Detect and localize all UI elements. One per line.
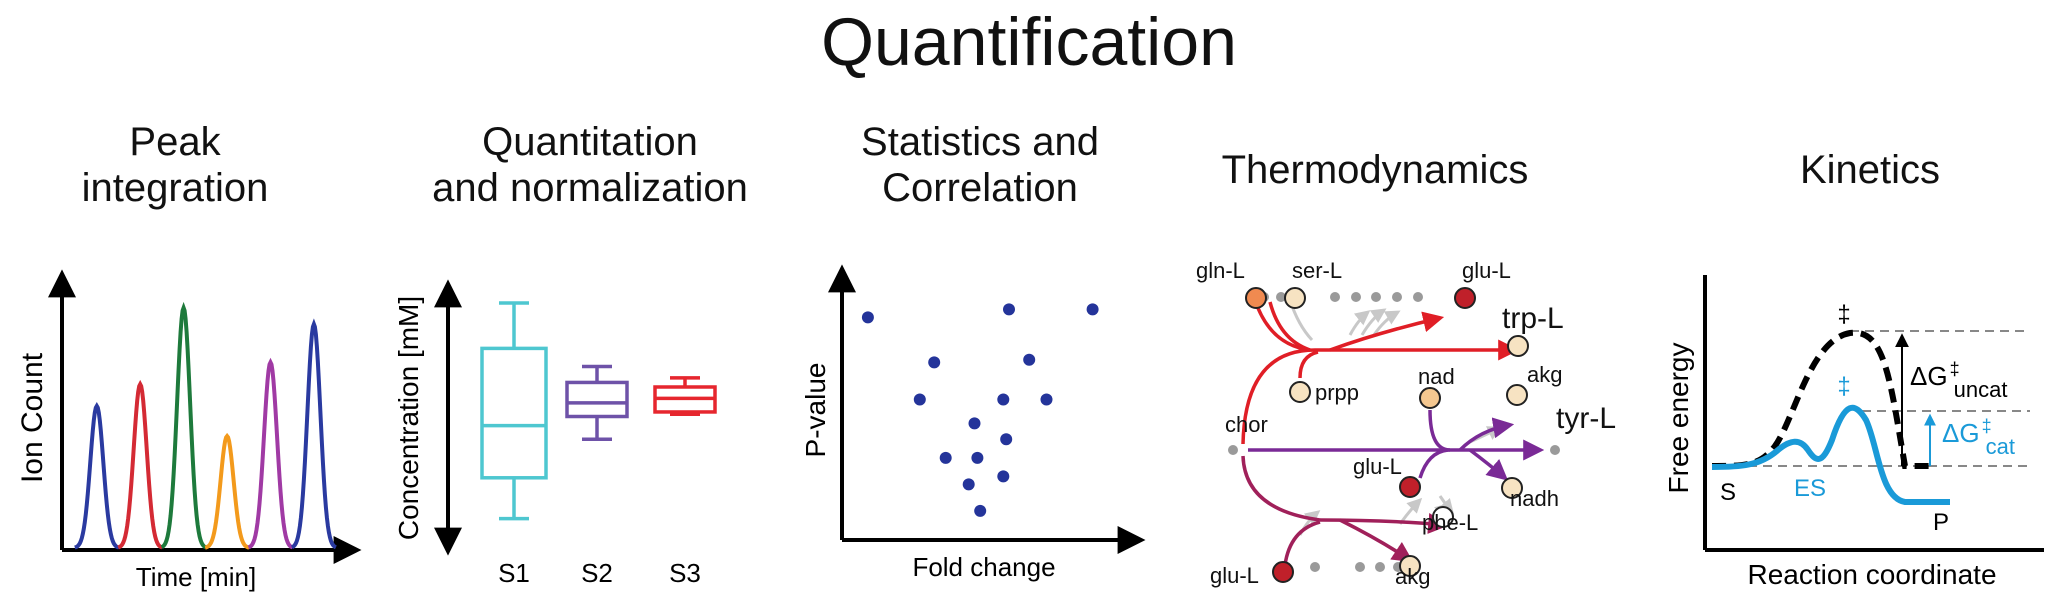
quant-title: Quantitation and normalization: [432, 120, 748, 210]
box-plot-s2: [565, 364, 629, 441]
metabolite-glu-l-mid: [1399, 476, 1421, 498]
kinetics-reference-lines: [1718, 330, 2030, 467]
peak-curve-5: [247, 357, 294, 550]
peak-y-label: Ion Count: [16, 352, 49, 483]
metabolite-trp-l-co: [1507, 335, 1529, 357]
quant-y-label: Concentration [mM]: [393, 296, 424, 540]
kinetics-title: Kinetics: [1799, 148, 1941, 192]
peak-x-label: Time [min]: [136, 562, 256, 592]
quant-panel: Concentration [mM] S1 S2 S3: [393, 279, 717, 588]
scatter-point-8: [1040, 393, 1053, 406]
peak-curve-4: [204, 432, 250, 550]
peak-curves: [74, 301, 337, 550]
label-s: S: [1720, 479, 1736, 506]
delta-cat-label: ΔG ‡ cat: [1942, 416, 2015, 459]
kinetics-y-label: Free energy: [1663, 343, 1694, 494]
stats-x-label: Fold change: [912, 552, 1055, 582]
stats-title: Statistics and Correlation: [861, 120, 1099, 210]
dagger-cat: ‡: [1837, 373, 1850, 400]
label-trp-l: trp-L: [1502, 302, 1564, 335]
label-prpp: prpp: [1315, 380, 1359, 405]
thermo-red-path: [1241, 299, 1520, 445]
scatter-point-6: [913, 393, 926, 406]
label-chor: chor: [1225, 412, 1268, 437]
label-glu-l-bottom: glu-L: [1210, 563, 1259, 588]
box-plot-s1: [480, 301, 548, 521]
stats-y-label: P-value: [800, 363, 831, 458]
thermo-title: Thermodynamics: [1221, 148, 1529, 192]
peak-curve-3: [160, 301, 207, 549]
metabolite-phe-l: [1432, 506, 1454, 528]
metabolite-gln-l: [1245, 287, 1267, 309]
label-p: P: [1933, 509, 1949, 536]
thermo-magenta-path: [1241, 455, 1450, 566]
label-es: ES: [1794, 475, 1826, 502]
label-phe-l: phe-L: [1422, 510, 1478, 535]
metabolite-glu-l-top: [1454, 287, 1476, 309]
peak-curve-2: [117, 379, 163, 550]
scatter-point-14: [962, 478, 975, 491]
metabolite-prpp: [1289, 381, 1311, 403]
scatter-point-1: [861, 311, 874, 324]
scatter-point-10: [1000, 433, 1013, 446]
kinetics-panel: ‡ ‡ ΔG ‡ uncat ΔG ‡ cat S ES P Reaction coor…: [1663, 275, 2044, 590]
metabolite-ser-l: [1284, 287, 1306, 309]
label-ser-l: ser-L: [1292, 258, 1342, 283]
metabolite-akg-bottom: [1399, 555, 1421, 577]
sample-label-s1: S1: [498, 558, 530, 588]
sample-label-s2: S2: [581, 558, 613, 588]
scatter-point-13: [997, 470, 1010, 483]
box-iqr: [565, 380, 629, 419]
scatter-point-7: [997, 393, 1010, 406]
stats-panel: Fold change P-value: [800, 264, 1146, 582]
label-tyr-l: tyr-L: [1556, 402, 1616, 435]
scatter-point-12: [971, 451, 984, 464]
peak-title: Peak integration: [81, 120, 269, 210]
metabolite-nad: [1419, 387, 1441, 409]
metabolite-nadh: [1501, 477, 1523, 499]
label-glu-l-mid: glu-L: [1353, 454, 1402, 479]
thermo-purple-path: [1248, 409, 1545, 481]
label-glu-l-top: glu-L: [1462, 258, 1511, 283]
thermo-metabolites: [1245, 287, 1529, 583]
scatter-point-3: [1086, 303, 1099, 316]
label-akg-bottom: akg: [1395, 564, 1430, 589]
scatter-point-15: [974, 504, 987, 517]
peak-curve-6: [291, 318, 337, 550]
scatter-points: [861, 303, 1099, 517]
sample-label-s3: S3: [669, 558, 701, 588]
scatter-point-2: [1003, 303, 1015, 316]
label-nadh: nadh: [1510, 486, 1559, 511]
box-iqr: [480, 346, 548, 480]
metabolite-glu-l-bottom: [1272, 561, 1294, 583]
thermo-panel: gln-L ser-L glu-L trp-L prpp akg nad tyr…: [1196, 258, 1616, 589]
catalysed-curve: [1711, 404, 1950, 505]
label-akg-top: akg: [1527, 362, 1562, 387]
scatter-point-4: [928, 356, 941, 369]
main-title: Quantification: [821, 4, 1237, 80]
label-gln-l: gln-L: [1196, 258, 1245, 283]
metabolite-akg-top: [1506, 384, 1528, 406]
dagger-uncat: ‡: [1837, 301, 1850, 328]
scatter-point-11: [939, 451, 952, 464]
box-plot-s3: [653, 376, 717, 416]
scatter-point-9: [968, 417, 981, 430]
delta-uncat-label: ΔG ‡ uncat: [1910, 359, 2007, 402]
box-plots: [480, 301, 717, 521]
peak-curve-1: [74, 402, 120, 550]
scatter-point-5: [1023, 353, 1036, 366]
label-nad: nad: [1418, 364, 1455, 389]
peak-panel: Time [min] Ion Count: [16, 269, 362, 592]
thermo-side-arrows: [1288, 299, 1503, 536]
kinetics-x-label: Reaction coordinate: [1747, 559, 1996, 590]
